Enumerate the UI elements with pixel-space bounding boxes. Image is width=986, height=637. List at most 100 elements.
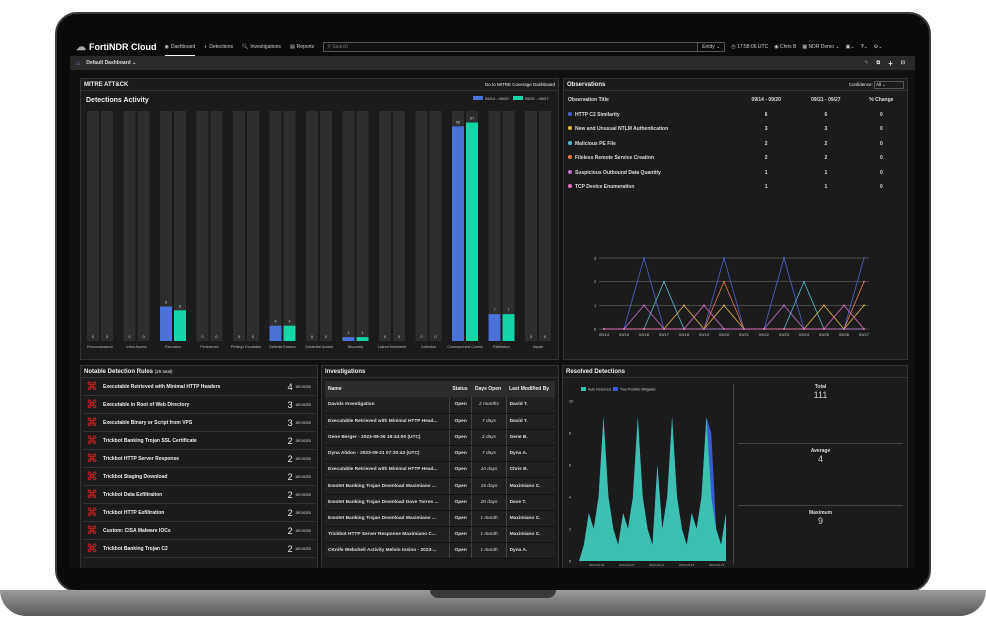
chart-title: Detections Activity — [86, 97, 149, 104]
help-menu-icon[interactable]: ❓︎⌄ — [860, 44, 868, 50]
investigation-row[interactable]: Davids Investigation Open 2 months David T. — [325, 397, 555, 414]
dashboard-selector[interactable]: Default Dashboard ⌄ — [86, 60, 137, 66]
rule-name: Executable Binary or Script from VPS — [103, 419, 193, 426]
col-header[interactable]: Last Modified By — [506, 381, 555, 397]
bar-track — [342, 111, 355, 341]
investigation-row[interactable]: Trickbot HTTP Server Response Maximiano … — [325, 526, 555, 544]
last-modified-by: Dave T. — [505, 494, 555, 511]
investigation-row[interactable]: CKnife Webshell Activity Melvin tosino -… — [325, 542, 555, 560]
confidence-select[interactable]: All ⌄ — [874, 80, 904, 89]
rule-item[interactable]: ⌘ Trickbot HTTP Server Response 2 DEVICES — [83, 450, 315, 468]
area-auto-resolved — [579, 417, 726, 561]
last-modified-by: David T. — [505, 397, 555, 414]
col-header[interactable]: Days Open — [471, 381, 507, 397]
bar-value-label: 0 — [434, 334, 437, 339]
legend-swatch — [613, 387, 618, 391]
investigation-row[interactable]: Emotet Banking Trojan Download Maximiano… — [325, 477, 555, 495]
investigation-row[interactable]: Emotet Banking Trojan Download Dave Torr… — [325, 494, 555, 511]
rule-item[interactable]: ⌘ Trickbot HTTP Exfiltration 2 DEVICES — [83, 504, 315, 522]
rule-item[interactable]: ⌘ Trickbot Banking Trojan SSL Certificate… — [83, 432, 315, 450]
col-header[interactable]: 09/14 - 09/20 — [751, 97, 781, 104]
y-tick-label: 6 — [569, 464, 571, 468]
panel-header: Investigations — [322, 366, 558, 378]
days-open: 1 month — [471, 526, 507, 544]
rule-item[interactable]: ⌘ Executable Binary or Script from VPS 3 DE… — [83, 414, 315, 432]
investigation-status: Open — [448, 510, 472, 528]
count-b: 2 — [824, 140, 828, 147]
bug-icon: ⌘ — [86, 524, 98, 537]
org-menu[interactable]: ▦ NDR Demo ⌄ — [802, 44, 840, 50]
nav-reports[interactable]: ▤ Reports — [290, 38, 314, 56]
category-label: Execution — [165, 345, 180, 349]
col-header[interactable]: % Change — [869, 97, 894, 104]
pct-change: 0 — [879, 184, 883, 191]
observation-row[interactable]: Fileless Remote Service Creation 2 2 0 — [564, 151, 907, 166]
rule-name: Custom: CISA Malware IOCs — [103, 527, 171, 534]
col-header[interactable]: 09/21 - 09/27 — [811, 97, 841, 104]
edit-icon[interactable]: ✎ — [864, 60, 869, 66]
investigation-row[interactable]: Executable Retrieved with Minimal HTTP H… — [325, 461, 555, 479]
search-icon: ⚲ — [327, 44, 333, 50]
mitre-coverage-link[interactable]: Go to MITRE Coverage Dashboard — [484, 82, 555, 87]
rule-item[interactable]: ⌘ Trickbot Staging Download 2 DEVICES — [83, 468, 315, 486]
observation-row[interactable]: Suspicious Outbound Data Quantity 1 1 0 — [564, 166, 907, 181]
time-text: 17:58:06 UTC — [737, 44, 769, 50]
col-header[interactable]: Status — [449, 381, 472, 397]
bar — [452, 126, 464, 341]
entity-dropdown[interactable]: Entity ⌄ — [698, 42, 726, 52]
last-modified-by: Maximiano C. — [505, 477, 555, 495]
series-line — [604, 256, 865, 330]
copy-icon[interactable]: ⧉ — [876, 60, 881, 66]
stat-label: Average — [810, 448, 831, 454]
data-point — [863, 304, 865, 307]
rule-item[interactable]: ⌘ Custom: CISA Malware IOCs 2 DEVICES — [83, 522, 315, 540]
app-logo[interactable]: ☁ FortiNDR Cloud — [76, 42, 157, 53]
user-menu[interactable]: ◉ Chris B — [774, 44, 797, 50]
investigation-row[interactable]: Executable Retrieved with Minimal HTTP H… — [325, 413, 555, 430]
search-input[interactable]: ⚲ Search — [323, 42, 699, 52]
device-count: 4 — [287, 381, 293, 392]
rule-item[interactable]: ⌘ Trickbot Banking Trojan C2 2 DEVICES — [83, 540, 315, 558]
observation-name: Suspicious Outbound Data Quantity — [575, 169, 661, 176]
bar-value-label: 57 — [470, 116, 475, 121]
device-count: 2 — [287, 507, 293, 518]
bar-track — [488, 111, 501, 341]
folder-menu-icon[interactable]: ▣⌄ — [845, 44, 855, 50]
data-point — [663, 328, 665, 330]
bar-track — [379, 111, 391, 341]
bar-track — [393, 111, 405, 341]
investigation-status: Open — [448, 445, 472, 463]
rule-item[interactable]: ⌘ Trickbot Data Exfiltration 2 DEVICES — [83, 486, 315, 504]
investigation-row[interactable]: Emotet Banking Trojan Download Maximiano… — [325, 510, 555, 528]
x-tick-label: 2023-09-15 — [679, 563, 695, 567]
nav-investigations[interactable]: 🔍︎ Investigations — [242, 38, 281, 56]
bar-value-label: 0 — [201, 334, 204, 339]
category-label: Persistence — [200, 345, 218, 349]
col-header[interactable]: Name — [325, 381, 450, 397]
observation-row[interactable]: New and Unusual NTLM Authentication 3 3 0 — [564, 122, 907, 137]
add-icon[interactable]: + — [888, 58, 893, 68]
home-icon[interactable]: ⌂ — [76, 59, 81, 67]
y-tick-label: 4 — [569, 496, 571, 500]
investigation-row[interactable]: Gene Berger - 2023-09-26 18:44:00 (UTC) O… — [325, 429, 555, 447]
data-point — [643, 304, 645, 307]
x-tick-label: 09/25 — [819, 332, 830, 337]
x-tick-label: 2023-09-11 — [649, 563, 664, 567]
investigation-name: Executable Retrieved with Minimal HTTP H… — [325, 413, 450, 430]
bar — [502, 314, 515, 341]
x-tick-label: 09/18 — [679, 332, 690, 337]
observation-row[interactable]: HTTP C2 Similarity 6 6 0 — [564, 108, 907, 123]
observation-row[interactable]: Malicious PE File 2 2 0 — [564, 137, 907, 152]
rule-item[interactable]: ⌘ Executable Retrieved with Minimal HTTP … — [83, 378, 315, 396]
nav-dashboard[interactable]: ◉ Dashboard — [164, 38, 196, 56]
x-tick-label: 09/14 — [599, 332, 610, 337]
bug-icon: ⌘ — [86, 470, 98, 483]
settings-menu-icon[interactable]: ⚙⌄ — [873, 44, 883, 50]
export-icon[interactable]: ⊡ — [900, 60, 905, 66]
series-dot-icon — [568, 184, 572, 189]
rule-item[interactable]: ⌘ Executable in Root of Web Directory 3 DEV… — [83, 396, 315, 414]
observation-row[interactable]: TCP Device Enumeration 1 1 0 — [564, 180, 907, 195]
nav-detections[interactable]: ◐ Detections — [204, 38, 233, 56]
investigation-row[interactable]: Dyna Alidon - 2023-09-21 07:30:43 (UTC) O… — [325, 445, 555, 463]
bar — [283, 325, 296, 341]
